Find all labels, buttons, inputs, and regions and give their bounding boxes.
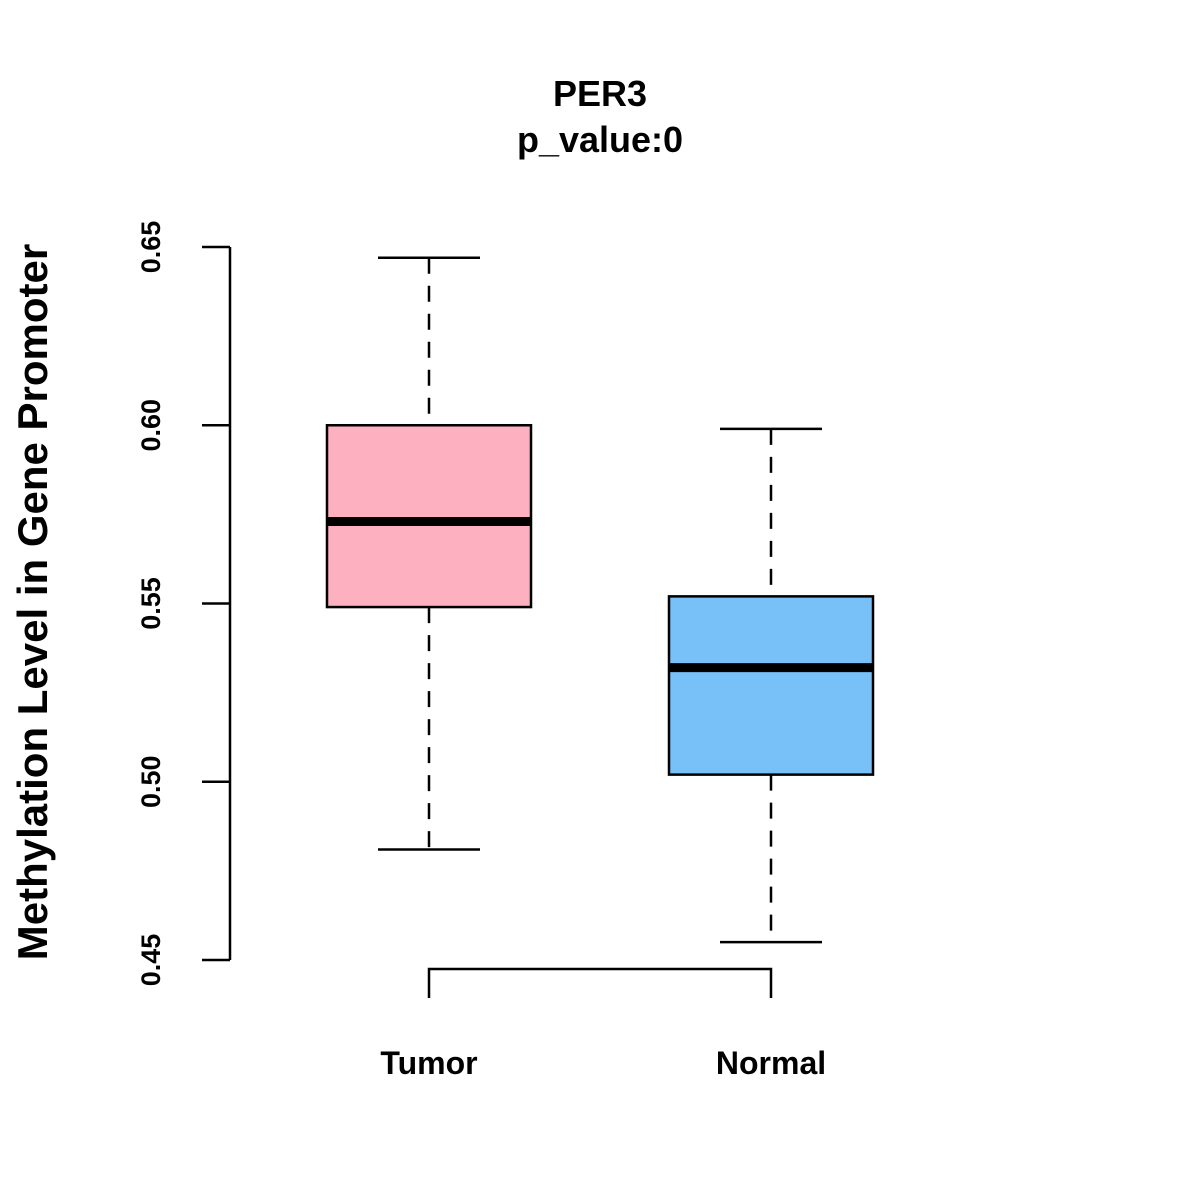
box-normal [667,427,875,944]
significance-bracket [427,967,773,998]
bracket-line [427,967,773,998]
y-tick-label: 0.50 [136,755,166,808]
y-tick-label: 0.55 [136,577,166,630]
iqr-box [325,424,533,609]
iqr-box [667,595,875,776]
chart-subtitle: p_value:0 [517,119,683,160]
y-tick-label: 0.65 [136,221,166,274]
boxes [325,256,875,944]
chart-title: PER3 [553,73,647,114]
category-labels: Tumor Normal [380,1045,826,1081]
y-axis: 0.45 0.50 0.55 0.60 0.65 [136,221,232,987]
y-tick-label: 0.60 [136,399,166,452]
box-tumor [325,256,533,851]
y-axis-title: Methylation Level in Gene Promoter [9,244,56,960]
category-label-normal: Normal [716,1045,826,1081]
category-label-tumor: Tumor [380,1045,477,1081]
y-tick-label: 0.45 [136,934,166,987]
